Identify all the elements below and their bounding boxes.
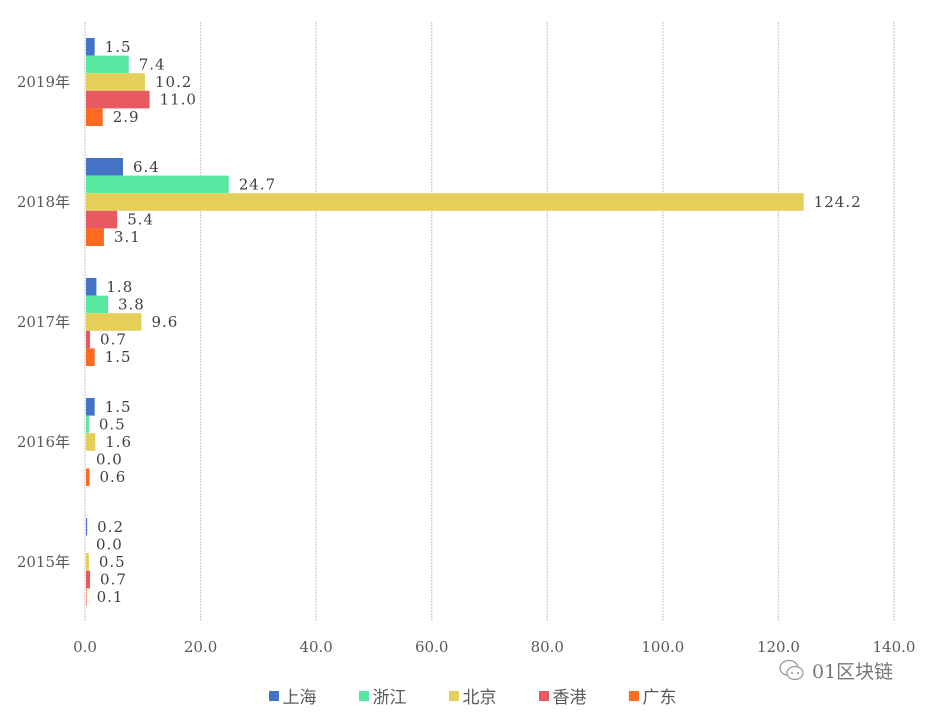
legend-swatch [268, 690, 279, 701]
legend-label: 广东 [642, 688, 677, 708]
x-tick-label: 0.0 [73, 638, 97, 656]
bar [86, 193, 804, 211]
data-label: 3.8 [118, 295, 145, 313]
data-label: 24.7 [239, 175, 276, 193]
bar [86, 158, 123, 176]
data-label: 0.7 [100, 571, 127, 589]
data-label: 5.4 [127, 211, 154, 229]
data-label: 0.0 [96, 451, 123, 469]
watermark-text: 01区块链 [812, 661, 894, 683]
data-label: 7.4 [139, 55, 166, 73]
category-label: 2017年 [17, 313, 70, 331]
data-label: 9.6 [151, 313, 178, 331]
data-label: 1.6 [105, 433, 132, 451]
bar [86, 55, 129, 74]
bar [86, 295, 108, 314]
bar [86, 415, 89, 434]
bar [86, 278, 97, 296]
legend-swatch [538, 690, 549, 701]
bars [86, 38, 804, 606]
legend-swatch [628, 690, 639, 701]
bar [86, 433, 96, 451]
bar [86, 90, 150, 109]
bar [86, 588, 87, 606]
data-label: 1.5 [105, 398, 132, 416]
category-label: 2015年 [17, 553, 70, 571]
legend-swatch [358, 690, 369, 701]
legend-swatch [448, 690, 459, 701]
bar [86, 313, 142, 331]
data-label: 10.2 [155, 73, 192, 91]
data-label: 0.6 [99, 468, 126, 486]
legend: 上海 浙江 北京 香港 广东 [0, 683, 945, 708]
x-tick-label: 140.0 [873, 638, 916, 656]
category-axis: 2019年 2018年 2017年 2016年 2015年 [17, 73, 70, 571]
category-label: 2019年 [17, 73, 70, 91]
data-labels: 1.5 7.410.211.0 2.9 6.4 24.7 124.2 5.43.1 1.83.… [96, 38, 862, 606]
category-label: 2018年 [17, 193, 70, 211]
legend-label: 浙江 [372, 688, 407, 708]
bar [86, 38, 95, 56]
bar [86, 175, 229, 194]
wechat-icon [779, 659, 804, 680]
x-tick-label: 120.0 [757, 638, 800, 656]
category-label: 2016年 [17, 433, 70, 451]
x-tick-label: 80.0 [531, 638, 564, 656]
watermark: 01区块链 [778, 657, 893, 684]
bar [86, 553, 89, 571]
legend-label: 北京 [462, 688, 497, 708]
data-label: 124.2 [814, 193, 862, 211]
bar [86, 518, 88, 536]
data-label: 0.2 [97, 518, 124, 536]
x-tick-label: 60.0 [415, 638, 448, 656]
data-label: 0.5 [99, 553, 126, 571]
x-tick-label: 100.0 [641, 638, 684, 656]
data-label: 1.8 [106, 278, 133, 296]
x-tick-label: 40.0 [299, 638, 332, 656]
data-label: 1.5 [105, 38, 132, 56]
value-axis: 0.0 20.0 40.0 60.0 80.0 100.0 120.0 140.0 [73, 638, 915, 656]
gridlines [84, 22, 895, 622]
data-label: 6.4 [133, 158, 160, 176]
data-label: 2.9 [113, 108, 140, 126]
data-label: 3.1 [114, 228, 141, 246]
data-label: 0.7 [100, 331, 127, 349]
data-label: 0.1 [97, 588, 124, 606]
x-tick-label: 20.0 [184, 638, 217, 656]
bar [86, 210, 118, 229]
legend-item: 广东 [628, 683, 677, 708]
bar [86, 330, 91, 349]
data-label: 0.0 [96, 535, 123, 553]
legend-item: 浙江 [358, 683, 407, 708]
bar [86, 348, 95, 366]
bar [86, 570, 91, 589]
legend-label: 上海 [282, 688, 317, 708]
bar [86, 73, 145, 91]
bar [86, 468, 90, 486]
data-label: 11.0 [160, 91, 197, 109]
legend-item: 上海 [268, 683, 317, 708]
data-label: 1.5 [105, 348, 132, 366]
legend-item: 北京 [448, 683, 497, 708]
legend-item: 香港 [538, 683, 587, 708]
data-label: 0.5 [99, 415, 126, 433]
bar [86, 398, 95, 416]
legend-label: 香港 [552, 688, 587, 708]
bar [86, 228, 104, 246]
bar-chart: 1.5 7.410.211.0 2.9 6.4 24.7 124.2 5.43.1 1.83.… [17, 22, 915, 656]
bar [86, 108, 103, 126]
